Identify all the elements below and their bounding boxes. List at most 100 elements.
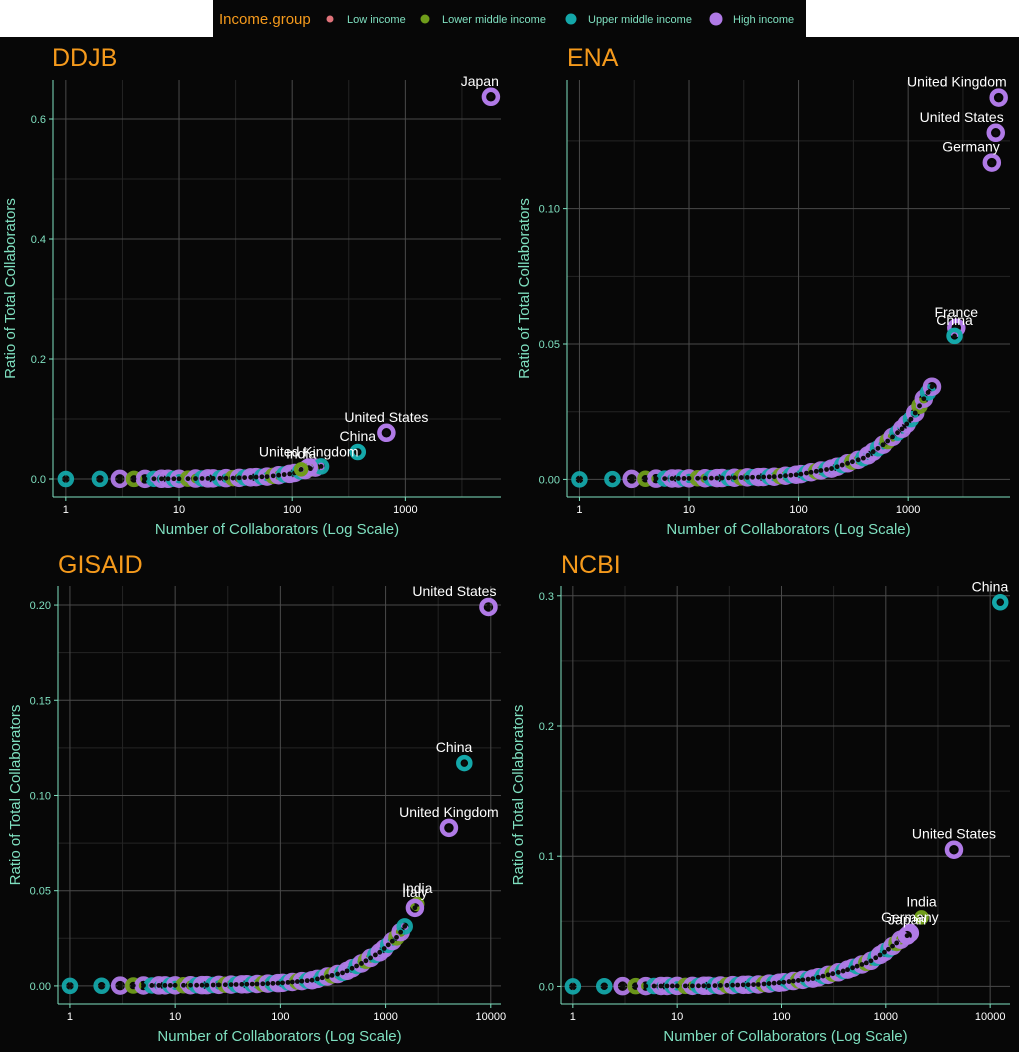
data-point-center: [377, 949, 383, 955]
data-point-center: [194, 982, 200, 988]
data-point: [604, 470, 621, 488]
y-tick-label: 0.2: [539, 721, 554, 733]
data-point: [637, 470, 654, 488]
y-tick-label: 0.10: [539, 204, 560, 216]
x-tick-label: 1000: [373, 1011, 397, 1023]
x-tick-label: 100: [772, 1011, 790, 1023]
y-axis-title: Ratio of Total Collaborators: [7, 705, 24, 886]
data-point-center: [280, 980, 286, 986]
y-tick-label: 0.2: [31, 354, 46, 366]
data-point-center: [790, 978, 796, 984]
legend-label-3: High income: [733, 14, 794, 26]
data-point-center: [783, 473, 788, 479]
data-point-center: [210, 475, 216, 481]
data-point-center: [695, 475, 701, 481]
point-label: Germany: [942, 139, 1000, 155]
legend: Income.group Low income Lower middle incom…: [213, 0, 806, 37]
panel-title: DDJB: [52, 44, 117, 72]
data-point-center: [793, 472, 799, 478]
data-point: [396, 918, 413, 935]
data-point-center: [805, 976, 811, 982]
x-tick-label: 10: [671, 1011, 683, 1023]
data-point-center: [683, 983, 688, 989]
point-label: India: [402, 880, 433, 896]
data-point: [627, 977, 644, 995]
data-point-center: [730, 982, 736, 988]
data-point-center: [929, 384, 935, 390]
data-point-center: [354, 963, 359, 969]
point-label: China: [972, 578, 1009, 594]
x-tick-label: 100: [271, 1011, 289, 1023]
data-point-center: [181, 982, 186, 988]
x-axis-title: Number of Collaborators (Log Scale): [157, 1028, 401, 1045]
data-point-center: [230, 475, 236, 481]
data-point-india: [293, 462, 309, 477]
y-tick-label: 0.0: [31, 474, 46, 486]
data-point-center: [253, 474, 259, 480]
data-point-center: [996, 95, 1002, 101]
legend-label-0: Low income: [347, 14, 406, 26]
point-label: Germany: [881, 909, 939, 925]
data-point-center: [446, 825, 452, 831]
data-point-center: [363, 958, 369, 964]
data-point-center: [870, 449, 876, 455]
data-point-center: [829, 466, 834, 471]
data-point-japan: [481, 87, 501, 107]
point-label: Japan: [888, 912, 926, 928]
data-point-center: [281, 472, 287, 477]
data-point-center: [925, 390, 931, 395]
data-point-center: [99, 983, 105, 989]
data-point-center: [795, 978, 801, 983]
data-point-center: [777, 473, 783, 479]
data-point-center: [738, 475, 744, 480]
y-tick-label: 0.00: [30, 981, 51, 993]
data-point-center: [248, 474, 254, 480]
data-point-center: [845, 967, 850, 973]
data-point-center: [877, 952, 883, 958]
data-point-center: [686, 475, 692, 481]
y-tick-label: 0.0: [539, 981, 554, 993]
panel-ncbi: 1 10 100 1000 10000 0.0 0.1 0.2 0.3 NCBI Number of…: [510, 551, 1010, 1045]
data-point-united-states: [479, 597, 498, 617]
data-point-center: [761, 981, 767, 987]
point-label: United States: [920, 109, 1004, 125]
data-point-center: [895, 430, 900, 436]
data-point-center: [130, 983, 136, 988]
y-tick-label: 0.05: [539, 339, 560, 351]
data-point-center: [859, 962, 865, 967]
y-tick-label: 0.1: [539, 851, 554, 863]
data-point-center: [745, 982, 751, 988]
panel-ddjb: 1 10 100 1000 0.0 0.2 0.4 0.6 DDJB Number of Coll…: [2, 44, 501, 538]
data-point-center: [835, 969, 841, 975]
legend-title: Income.group: [219, 11, 311, 28]
data-point-center: [162, 982, 168, 988]
data-point-center: [171, 476, 177, 482]
y-tick-label: 0.6: [31, 114, 46, 126]
legend-margin-left: [0, 0, 213, 37]
data-point-center: [904, 933, 910, 939]
data-point-center: [117, 983, 123, 989]
x-tick-label: 1: [63, 504, 69, 516]
data-point-center: [675, 476, 681, 481]
data-point-center: [885, 438, 891, 444]
data-point-center: [318, 464, 324, 469]
point-label: Italy: [402, 884, 428, 900]
data-point-center: [412, 905, 418, 911]
data-point-united-kingdom: [989, 88, 1008, 107]
data-point-center: [669, 476, 675, 481]
data-point-center: [761, 474, 767, 480]
data-point-center: [165, 476, 171, 482]
data-point-center: [222, 982, 228, 988]
point-label: India: [286, 445, 317, 461]
data-point-center: [840, 968, 846, 974]
data-point-china: [456, 754, 473, 772]
data-point-center: [242, 475, 248, 480]
x-tick-label: 1: [67, 1011, 73, 1023]
data-point-center: [993, 130, 999, 136]
data-point-center: [486, 604, 491, 610]
x-tick-label: 10: [683, 504, 695, 516]
y-tick-label: 0.3: [539, 591, 554, 603]
data-point-center: [309, 977, 315, 983]
data-point-center: [233, 982, 239, 987]
